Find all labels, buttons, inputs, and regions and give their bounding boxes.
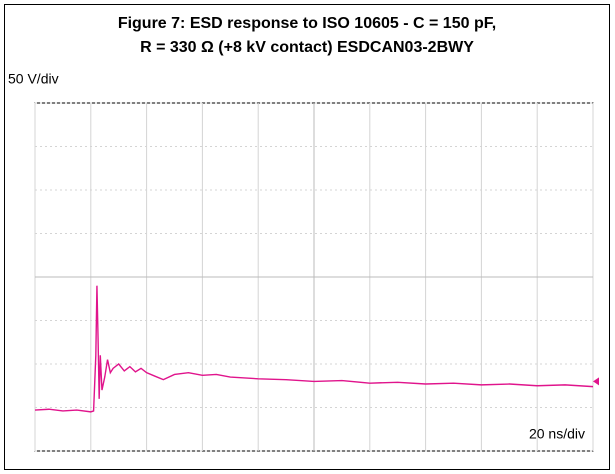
figure-title: Figure 7: ESD response to ISO 10605 - C …: [118, 15, 496, 32]
figure-frame: [4, 4, 610, 470]
x-scale-label: 20 ns/div: [529, 426, 585, 442]
plot: 20 ns/div: [34, 102, 599, 452]
y-scale-label: 50 V/div: [8, 71, 59, 87]
figure-subtitle: R = 330 Ω (+8 kV contact) ESDCAN03-2BWY: [140, 39, 474, 56]
trigger-marker: [593, 377, 599, 386]
trace: [34, 285, 594, 413]
